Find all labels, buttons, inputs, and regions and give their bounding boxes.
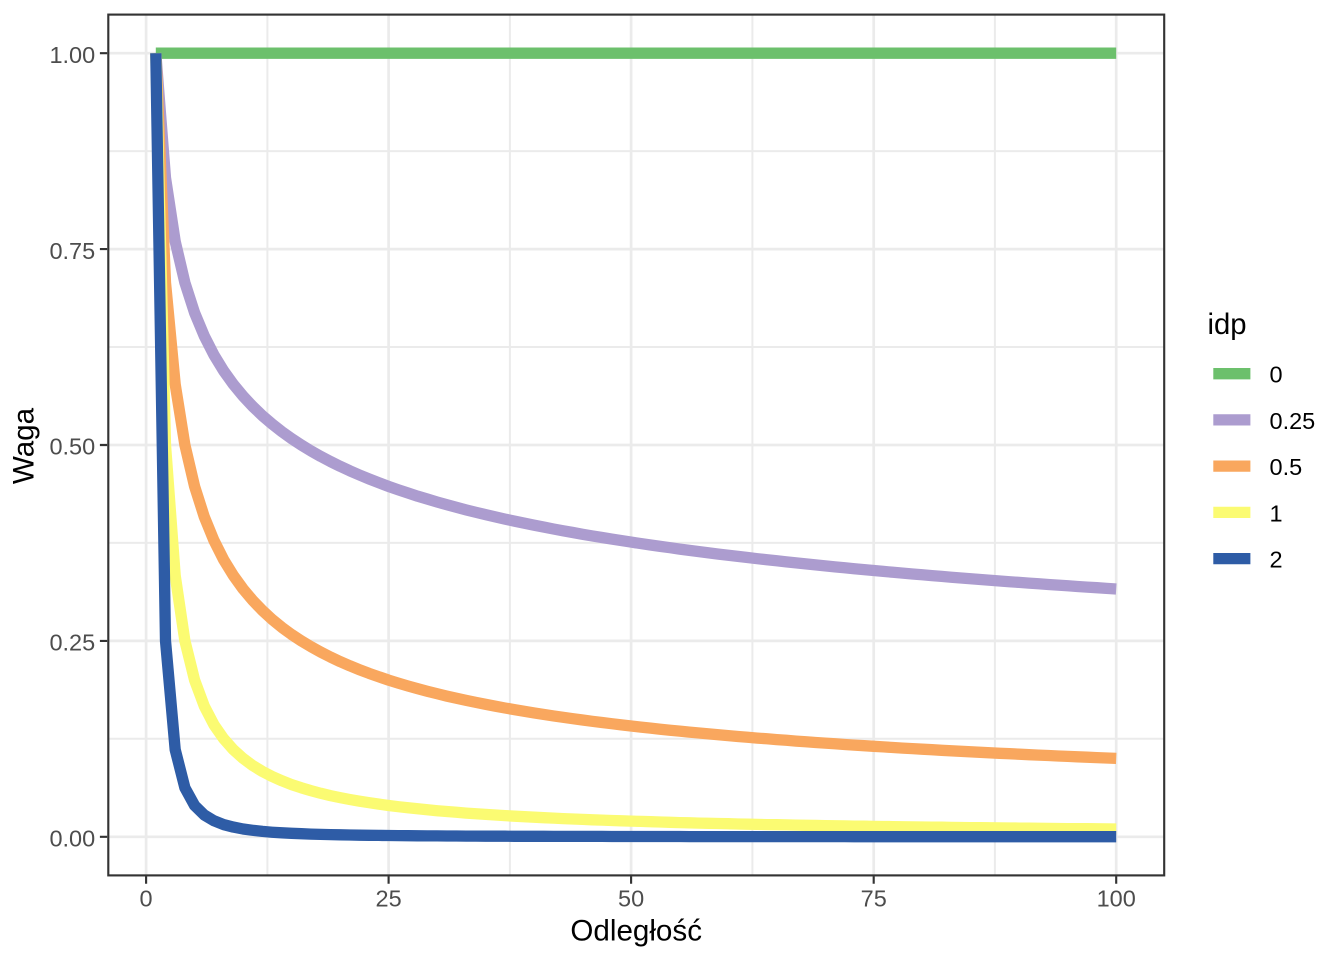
svg-text:1: 1: [1270, 500, 1283, 526]
svg-text:1.00: 1.00: [49, 42, 95, 68]
svg-text:0: 0: [1270, 362, 1283, 388]
svg-text:idp: idp: [1208, 308, 1247, 341]
svg-text:Odległość: Odległość: [570, 915, 702, 948]
svg-text:0.25: 0.25: [49, 630, 95, 656]
svg-text:75: 75: [861, 886, 887, 912]
svg-text:0.5: 0.5: [1270, 454, 1303, 480]
svg-text:0: 0: [140, 886, 153, 912]
svg-text:100: 100: [1097, 886, 1136, 912]
svg-text:2: 2: [1270, 547, 1283, 573]
svg-text:0.00: 0.00: [49, 826, 95, 852]
svg-text:25: 25: [376, 886, 402, 912]
svg-text:Waga: Waga: [8, 407, 41, 484]
svg-text:0.25: 0.25: [1270, 408, 1316, 434]
svg-text:50: 50: [618, 886, 644, 912]
svg-text:0.75: 0.75: [49, 238, 95, 264]
svg-text:0.50: 0.50: [49, 434, 95, 460]
